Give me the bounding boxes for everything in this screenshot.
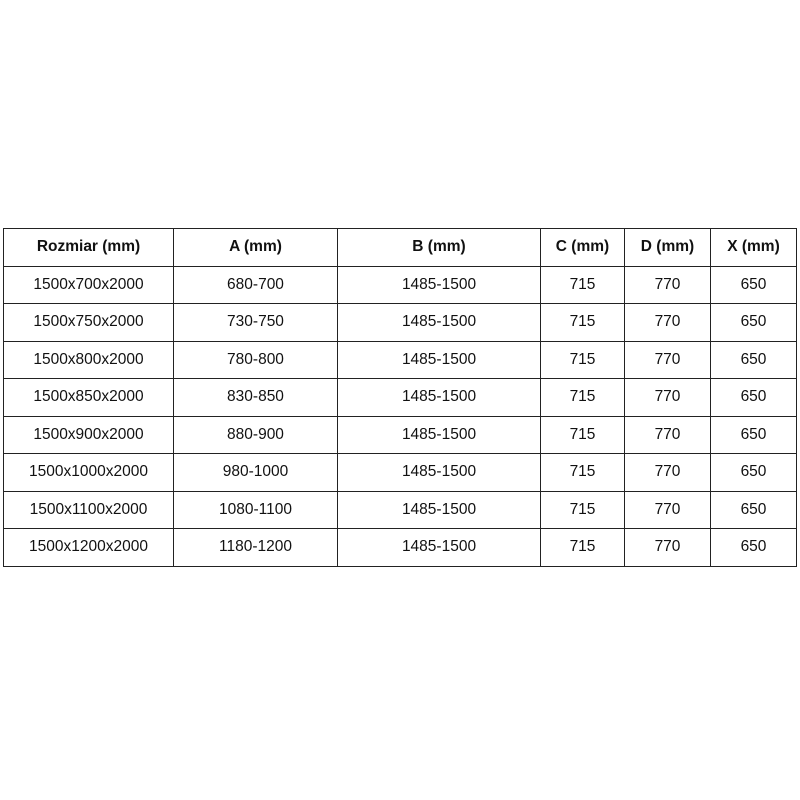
table-cell: 1500x1000x2000: [3, 453, 174, 492]
table-cell: 1485-1500: [337, 528, 541, 567]
table-cell: 715: [540, 340, 625, 379]
table-cell: 1500x1100x2000: [3, 490, 174, 529]
table-cell: 770: [624, 490, 711, 529]
table-row: 1500x800x2000 780-800 1485-1500 715 770 650: [3, 340, 797, 379]
table-row: 1500x1000x2000 980-1000 1485-1500 715 770 650: [3, 453, 797, 492]
table-cell: 1180-1200: [173, 528, 338, 567]
table-cell: 715: [540, 453, 625, 492]
table-cell: 650: [710, 453, 797, 492]
table-cell: 650: [710, 378, 797, 417]
table-cell: 1485-1500: [337, 490, 541, 529]
table-cell: 650: [710, 303, 797, 342]
table-cell: 680-700: [173, 265, 338, 304]
table-cell: 770: [624, 265, 711, 304]
table-cell: 770: [624, 528, 711, 567]
table-row: 1500x850x2000 830-850 1485-1500 715 770 650: [3, 378, 797, 417]
table-cell: 980-1000: [173, 453, 338, 492]
table-cell: 1500x800x2000: [3, 340, 174, 379]
table-cell: 1080-1100: [173, 490, 338, 529]
header-row: Rozmiar (mm) A (mm) B (mm) C (mm) D (mm) X (m…: [3, 228, 797, 267]
table-cell: 770: [624, 415, 711, 454]
table-cell: 770: [624, 378, 711, 417]
table-cell: 650: [710, 415, 797, 454]
table-cell: 650: [710, 490, 797, 529]
table-cell: 770: [624, 303, 711, 342]
column-header: C (mm): [540, 228, 625, 267]
table-cell: 1500x850x2000: [3, 378, 174, 417]
table-cell: 1485-1500: [337, 453, 541, 492]
column-header: X (mm): [710, 228, 797, 267]
column-header: A (mm): [173, 228, 338, 267]
table-cell: 1485-1500: [337, 265, 541, 304]
table-cell: 1485-1500: [337, 340, 541, 379]
table-cell: 1485-1500: [337, 378, 541, 417]
table-cell: 880-900: [173, 415, 338, 454]
table-cell: 830-850: [173, 378, 338, 417]
table-cell: 780-800: [173, 340, 338, 379]
table-row: 1500x700x2000 680-700 1485-1500 715 770 650: [3, 265, 797, 304]
table-cell: 650: [710, 340, 797, 379]
table-cell: 1500x900x2000: [3, 415, 174, 454]
table-row: 1500x1100x2000 1080-1100 1485-1500 715 770 65…: [3, 490, 797, 529]
table-row: 1500x1200x2000 1180-1200 1485-1500 715 770 65…: [3, 528, 797, 567]
table-cell: 715: [540, 265, 625, 304]
table-row: 1500x900x2000 880-900 1485-1500 715 770 650: [3, 415, 797, 454]
table-cell: 715: [540, 528, 625, 567]
table-cell: 1485-1500: [337, 415, 541, 454]
column-header: B (mm): [337, 228, 541, 267]
table-cell: 770: [624, 453, 711, 492]
table-cell: 770: [624, 340, 711, 379]
table-cell: 715: [540, 415, 625, 454]
table-cell: 1500x700x2000: [3, 265, 174, 304]
column-header: Rozmiar (mm): [3, 228, 174, 267]
table-cell: 715: [540, 490, 625, 529]
table-cell: 715: [540, 378, 625, 417]
table-cell: 730-750: [173, 303, 338, 342]
table-cell: 1485-1500: [337, 303, 541, 342]
table-row: 1500x750x2000 730-750 1485-1500 715 770 650: [3, 303, 797, 342]
dimensions-table: Rozmiar (mm) A (mm) B (mm) C (mm) D (mm) X (m…: [3, 228, 797, 567]
table-cell: 715: [540, 303, 625, 342]
table-cell: 1500x750x2000: [3, 303, 174, 342]
table-cell: 650: [710, 265, 797, 304]
table-cell: 1500x1200x2000: [3, 528, 174, 567]
column-header: D (mm): [624, 228, 711, 267]
table-cell: 650: [710, 528, 797, 567]
